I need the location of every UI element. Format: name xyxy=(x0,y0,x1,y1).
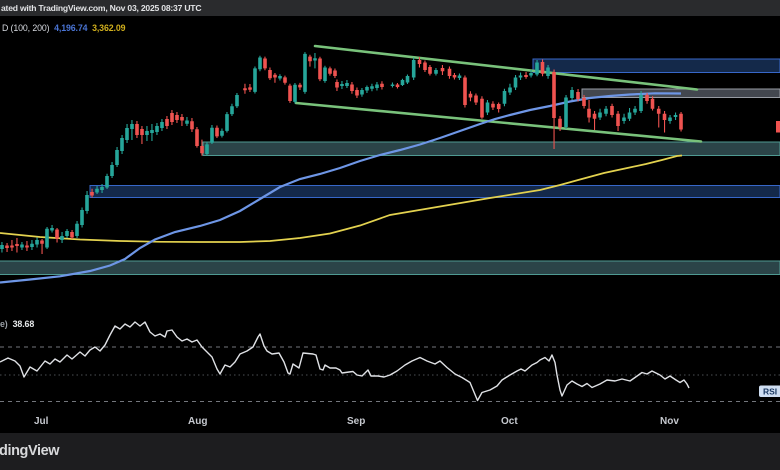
svg-text:RSI: RSI xyxy=(763,387,777,397)
